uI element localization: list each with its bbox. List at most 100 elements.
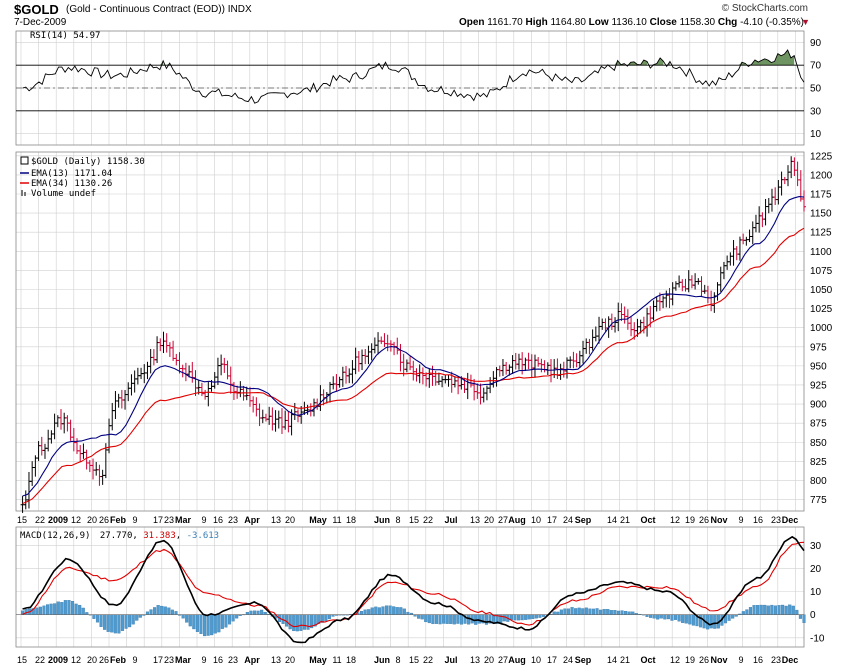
x-axis-label: Dec [782, 515, 799, 525]
macd-hist-bar [377, 607, 381, 615]
macd-hist-bar [467, 614, 471, 625]
price-bar [600, 318, 605, 330]
rsi-tick-label: 70 [810, 61, 822, 72]
price-bar [408, 356, 413, 371]
x-axis-label: 13 [470, 655, 480, 665]
price-bar [712, 292, 717, 313]
macd-hist-bar [35, 607, 39, 615]
x-axis-label: Dec [782, 655, 799, 665]
x-axis-label: 16 [753, 655, 763, 665]
macd-hist-bar [420, 614, 424, 620]
x-axis-label: 23 [228, 515, 238, 525]
macd-hist-bar [124, 614, 128, 629]
x-axis-label: 20 [87, 515, 97, 525]
grid-layer [16, 31, 804, 647]
chart-symbol: $GOLD [14, 2, 59, 17]
price-bar [388, 340, 393, 352]
price-bar [766, 198, 771, 214]
rsi-line [16, 49, 805, 112]
macd-hist-bar [63, 600, 67, 615]
price-bar [42, 443, 47, 459]
x-axis-label: 12 [71, 515, 81, 525]
macd-hist-bar [698, 614, 703, 628]
x-axis-label: Oct [640, 515, 655, 525]
x-axis-label: 23 [164, 515, 174, 525]
price-bar [68, 419, 73, 441]
price-bar [472, 378, 477, 401]
price-bar [257, 403, 262, 427]
price-bar [411, 360, 416, 381]
macd-hist-bar [566, 608, 571, 615]
panel-borders [15, 30, 805, 648]
macd-hist-bar [556, 611, 560, 615]
x-axis-label: 23 [164, 655, 174, 665]
macd-hist-bar [574, 608, 578, 615]
x-axis-label: 21 [620, 655, 630, 665]
macd-hist-bar [538, 614, 542, 618]
x-axis-label: 8 [395, 515, 400, 525]
close-label: Close [649, 17, 677, 28]
x-axis-label: 16 [213, 655, 223, 665]
price-bar [452, 376, 457, 388]
macd-hist-bar [756, 605, 760, 615]
macd-hist-bar [260, 609, 264, 615]
price-bar [558, 363, 563, 380]
price-bar [347, 368, 352, 384]
macd-hist-bar [781, 604, 785, 615]
macd-hist-bar [220, 614, 224, 629]
macd-hist-bar [552, 611, 556, 615]
macd-hist-bar [395, 607, 399, 615]
price-bar [94, 462, 99, 476]
price-bar [203, 389, 208, 400]
macd-hist-bar [795, 609, 799, 615]
price-bar [382, 333, 387, 347]
price-bar [555, 358, 560, 379]
x-axis-label: 19 [685, 655, 695, 665]
price-bar [110, 402, 115, 431]
macd-hist-bar [581, 608, 585, 615]
macd-hist-bar [170, 609, 174, 615]
macd-hist-bar [599, 609, 603, 615]
price-bar [785, 165, 790, 187]
macd-hist-bar [438, 614, 442, 625]
price-bar [81, 443, 86, 459]
macd-hist-bar [199, 614, 203, 634]
price-bar [385, 334, 390, 352]
ema34-legend: EMA(34) 1130.26 [31, 179, 112, 189]
macd-hist-bar [663, 614, 667, 620]
price-tick-label: 925 [810, 380, 827, 391]
x-axis-label: Sep [575, 655, 592, 665]
x-axis-label: 26 [99, 655, 109, 665]
macd-hist-bar [449, 614, 453, 624]
price-bar [71, 427, 76, 452]
stockcharts-brand[interactable]: © StockCharts.com [721, 3, 808, 14]
macd-hist-bar [456, 614, 460, 624]
price-bar [254, 397, 259, 417]
macd-hist-bar [302, 614, 307, 630]
price-tick-label: 1000 [810, 323, 833, 334]
macd-hist-bar [192, 614, 196, 630]
macd-hist-bar [113, 614, 117, 634]
price-bar [747, 229, 752, 243]
close-value: 1158.30 [679, 17, 716, 28]
macd-hist-bar [613, 610, 617, 615]
price-bar [36, 441, 41, 461]
macd-hist-bar [513, 614, 517, 621]
macd-hist-bar [210, 614, 214, 636]
macd-hist-bar [95, 614, 100, 623]
price-bar [478, 383, 483, 405]
macd-hist-bar [195, 614, 199, 632]
chg-value: -4.10 (-0.35%) [740, 17, 804, 28]
price-bar [760, 212, 765, 228]
macd-hist-bar [563, 608, 567, 615]
price-bar [750, 221, 755, 245]
macd-hist-bar [631, 611, 635, 615]
macd-hist-bar [128, 614, 132, 628]
macd-hist-bar [616, 610, 621, 615]
rsi-tick-label: 90 [810, 38, 822, 49]
macd-hist-bar [584, 607, 588, 615]
x-axis-label: Feb [110, 515, 127, 525]
price-bar [401, 353, 406, 377]
macd-legend: MACD(12,26,9) 27.770, 31.383, -3.613 [20, 531, 219, 541]
macd-hist-bar [777, 605, 781, 615]
